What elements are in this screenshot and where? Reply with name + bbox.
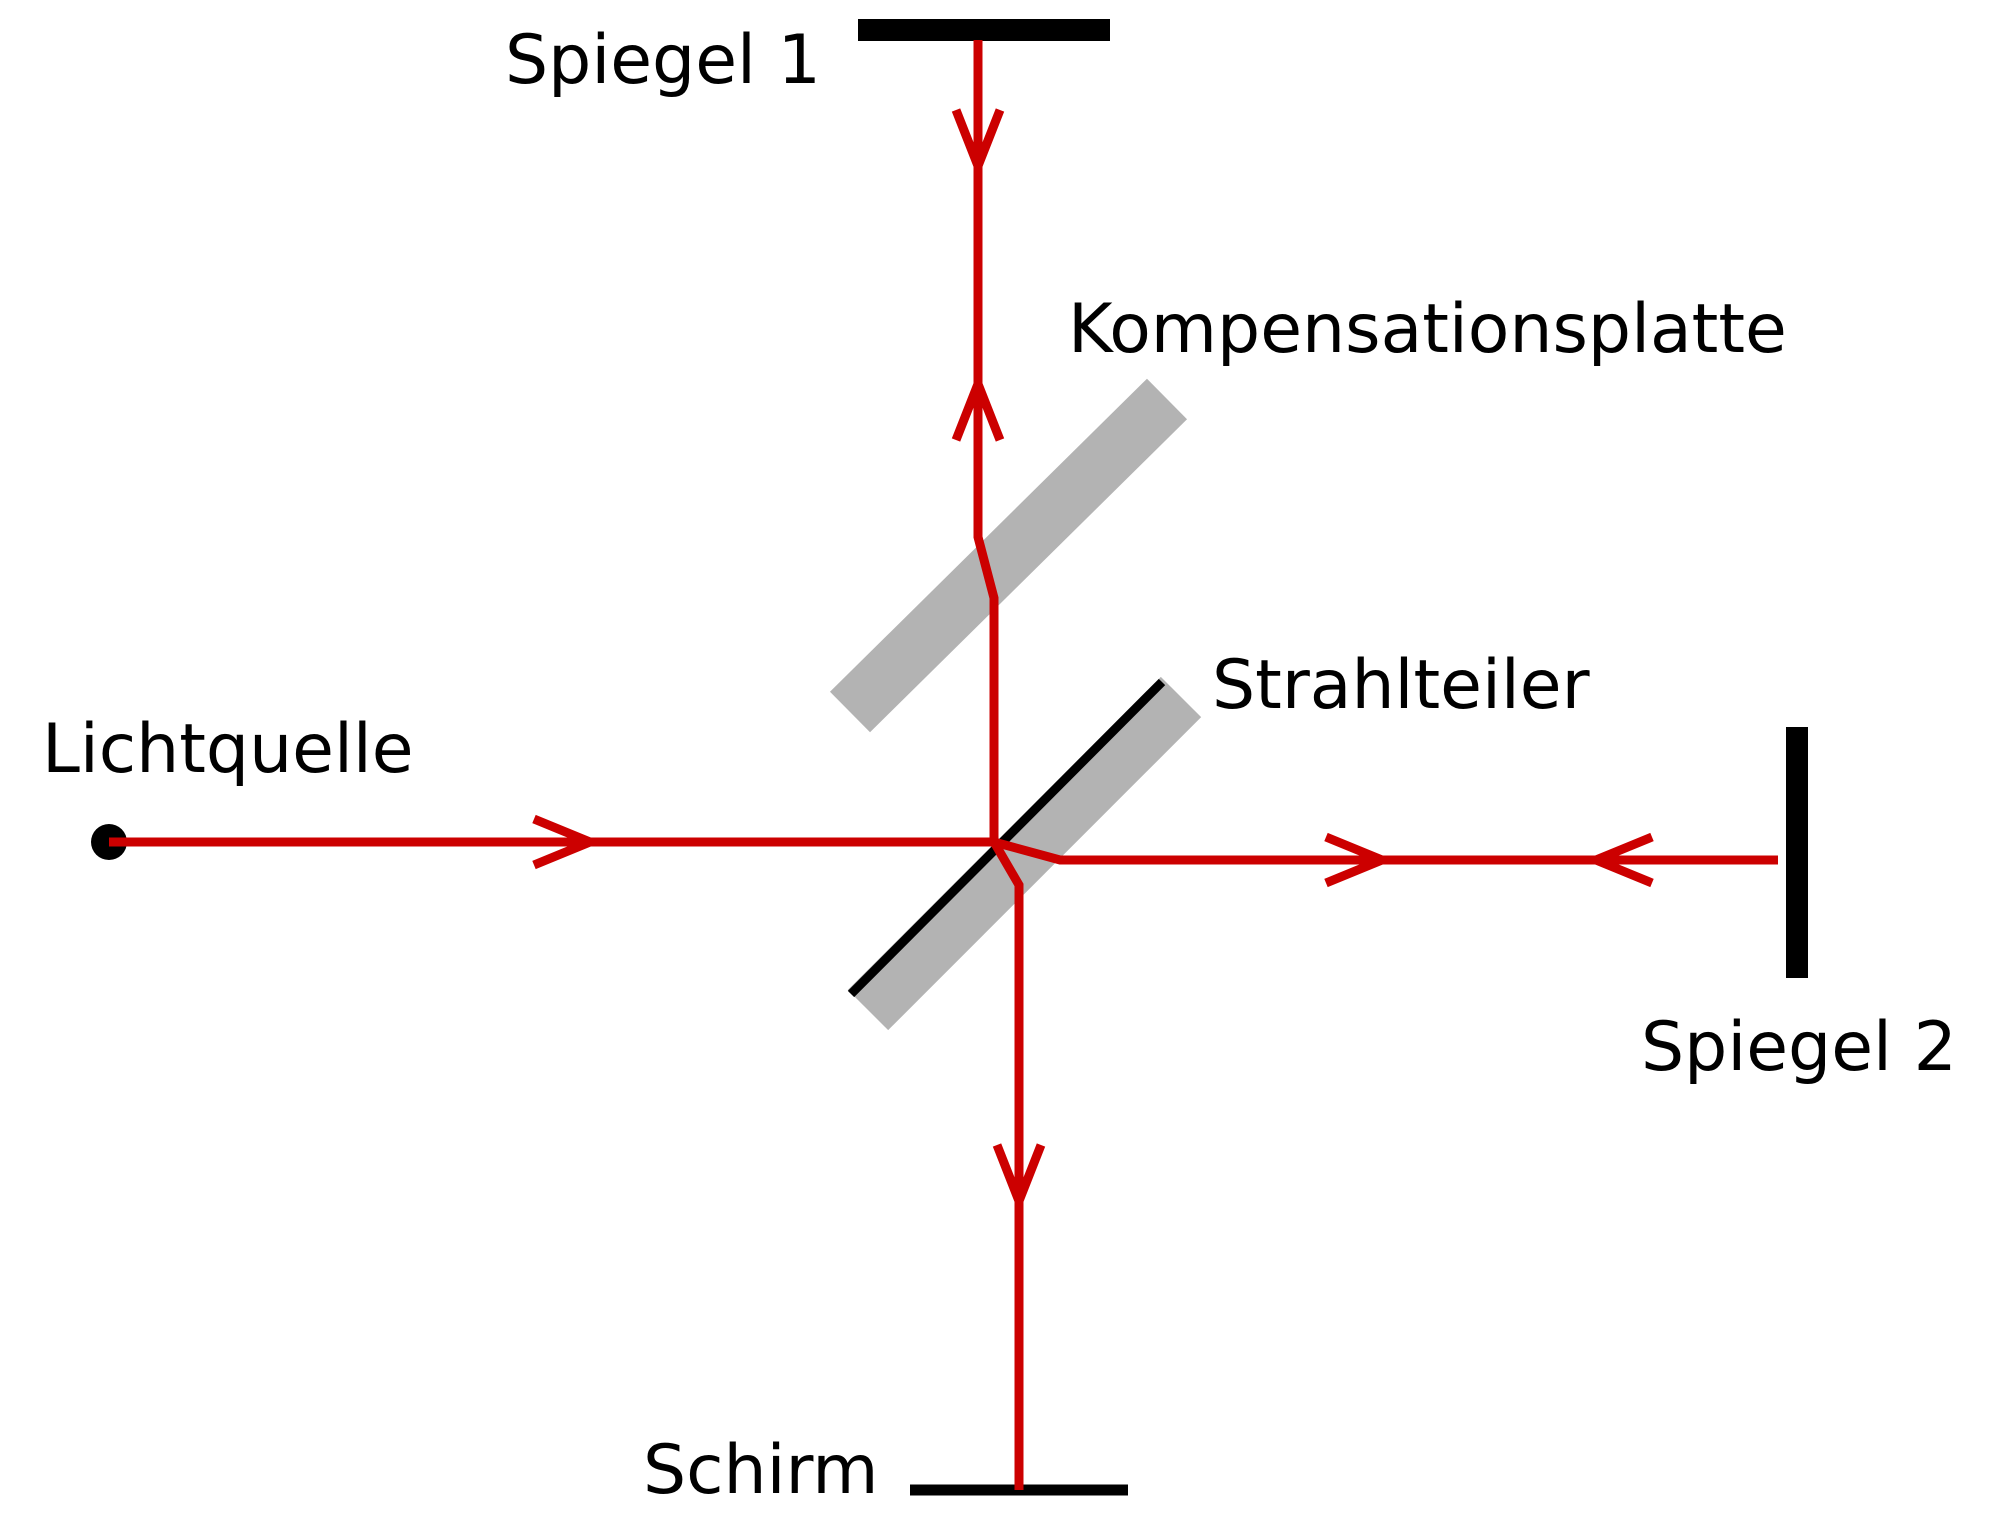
beam-output	[990, 839, 1024, 1490]
label-beam-splitter: Strahlteiler	[1212, 646, 1590, 725]
beam-arm-1	[973, 40, 999, 842]
label-compensation-plate: Kompensationsplatte	[1068, 290, 1787, 369]
arrow-arm1-down	[951, 108, 1005, 179]
beam-arm-2	[992, 837, 1778, 865]
label-mirror-1: Spiegel 1	[505, 21, 821, 100]
label-mirror-2: Spiegel 2	[1641, 1008, 1957, 1087]
label-light-source: Lichtquelle	[42, 710, 414, 789]
arrow-output-down	[992, 1143, 1046, 1214]
arrow-arm2-left	[1584, 832, 1654, 888]
arrow-arm2-right	[1324, 832, 1394, 888]
label-screen: Schirm	[643, 1431, 879, 1510]
beam-splitter-coating	[847, 678, 1166, 998]
arrow-arm1-up	[951, 371, 1005, 442]
arrow-input-right	[532, 814, 602, 870]
compensation-plate	[829, 378, 1188, 733]
